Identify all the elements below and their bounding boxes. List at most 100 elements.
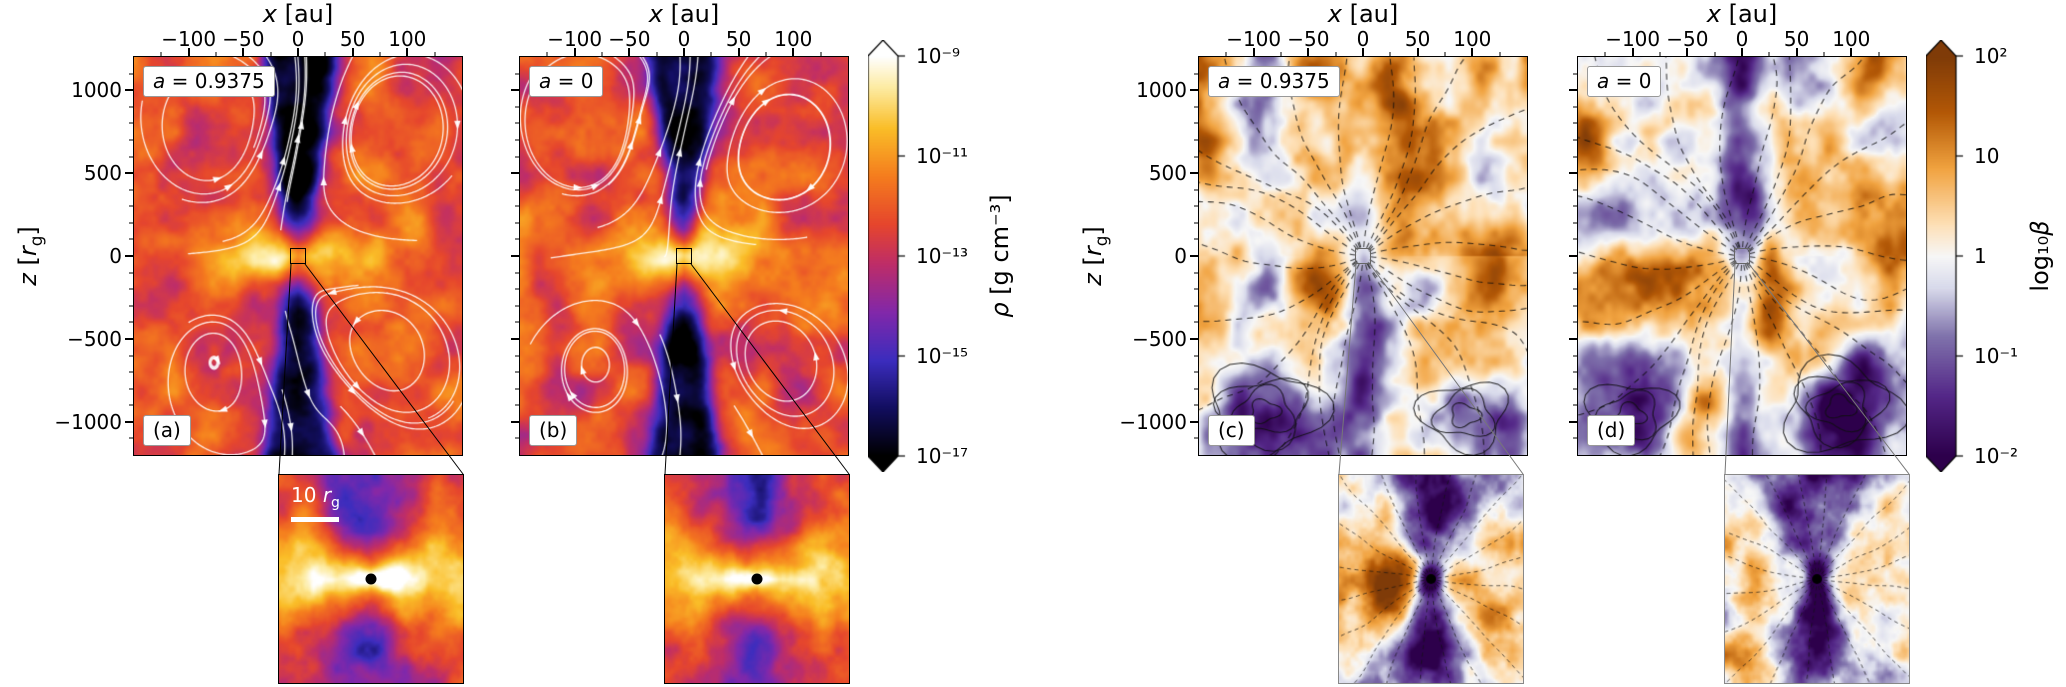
- x-minor-tick: [1823, 52, 1825, 56]
- z-minor-tick: [1573, 106, 1577, 108]
- x-minor-tick: [601, 52, 603, 56]
- panel-beta-c: x [au] z [rg] a = 0.9375 (c) −100 −50 0 50 1…: [1079, 0, 1528, 456]
- x-major-tick: [1686, 48, 1689, 56]
- z-minor-tick: [129, 288, 133, 290]
- z-minor-tick: [1573, 156, 1577, 157]
- z-minor-tick: [1194, 288, 1198, 290]
- z-minor-tick: [129, 189, 133, 191]
- z-tick-label: −1000: [1119, 409, 1187, 434]
- x-tick-label: 0: [1356, 27, 1370, 51]
- z-minor-tick: [1573, 305, 1577, 307]
- scale-bar-label: 10 rg: [291, 483, 340, 511]
- z-minor-tick: [1194, 139, 1198, 141]
- z-minor-tick: [1194, 73, 1198, 75]
- z-minor-tick: [1194, 272, 1198, 274]
- x-minor-tick: [1499, 52, 1501, 56]
- beta-colorbar: 10² 10 1 10⁻¹ 10⁻²: [1926, 40, 2046, 472]
- zoom-region-box: [290, 248, 306, 264]
- z-major-tick: [1569, 420, 1577, 423]
- x-axis-title: x [au]: [262, 0, 334, 28]
- x-tick-label: 100: [774, 27, 813, 51]
- z-minor-tick: [129, 139, 133, 141]
- x-major-tick: [1850, 48, 1853, 56]
- inset-beta-c: [1338, 474, 1524, 684]
- z-minor-tick: [1194, 305, 1198, 307]
- x-minor-tick: [215, 52, 217, 56]
- z-minor-tick: [129, 437, 133, 439]
- black-hole-dot: [751, 573, 763, 585]
- inset-density-b: [664, 474, 850, 684]
- z-minor-tick: [1194, 106, 1198, 108]
- scale-bar: [291, 517, 339, 522]
- x-major-tick: [406, 48, 409, 56]
- x-major-tick: [1362, 48, 1364, 56]
- x-major-tick: [1416, 48, 1419, 56]
- x-major-tick: [1631, 48, 1634, 56]
- x-tick-label: 0: [677, 27, 691, 51]
- z-minor-tick: [515, 305, 519, 307]
- z-major-tick: [125, 420, 133, 423]
- z-tick-label: 1000: [1136, 78, 1187, 103]
- z-tick-label: 0: [1174, 244, 1187, 268]
- z-major-tick: [125, 337, 133, 340]
- z-minor-tick: [1194, 404, 1198, 406]
- zoom-region-box: [1734, 248, 1750, 264]
- z-minor-tick: [129, 238, 133, 240]
- x-minor-tick: [1225, 52, 1227, 56]
- x-major-tick: [628, 48, 631, 56]
- z-minor-tick: [1194, 355, 1198, 356]
- z-minor-tick: [1573, 437, 1577, 439]
- x-minor-tick: [1444, 52, 1446, 56]
- black-hole-dot: [365, 573, 377, 585]
- z-minor-tick: [515, 288, 519, 290]
- x-minor-tick: [324, 52, 326, 56]
- z-minor-tick: [1573, 288, 1577, 290]
- x-major-tick: [737, 48, 740, 56]
- spin-annotation: a = 0.9375: [1208, 66, 1340, 97]
- z-minor-tick: [515, 205, 519, 207]
- z-minor-tick: [1573, 355, 1577, 356]
- colorbar-tick-label: 10: [1974, 144, 2000, 168]
- panel-tag: (b): [529, 415, 578, 446]
- z-major-tick: [125, 255, 133, 257]
- x-minor-tick: [160, 52, 162, 56]
- x-tick-label: −100: [1226, 27, 1282, 51]
- x-tick-label: 100: [388, 27, 427, 51]
- x-minor-tick: [1659, 52, 1661, 56]
- z-minor-tick: [129, 305, 133, 307]
- x-tick-label: −100: [1605, 27, 1661, 51]
- x-minor-tick: [1280, 52, 1282, 56]
- z-minor-tick: [129, 122, 133, 124]
- x-tick-label: 50: [1404, 27, 1431, 51]
- x-major-tick: [683, 48, 685, 56]
- x-tick-label: −100: [161, 27, 217, 51]
- inset-contours-c: [1339, 475, 1523, 683]
- x-tick-label: −50: [222, 27, 265, 51]
- z-tick-label: −1000: [54, 409, 122, 434]
- z-minor-tick: [515, 355, 519, 356]
- spin-annotation: a = 0: [529, 66, 604, 97]
- zoom-region-box: [676, 248, 692, 264]
- inset-beta-d: [1724, 474, 1910, 684]
- x-major-tick: [1795, 48, 1798, 56]
- panel-tag: (a): [143, 415, 191, 446]
- z-minor-tick: [1573, 222, 1577, 224]
- z-minor-tick: [515, 388, 519, 390]
- panel-density-a: x [au] z [rg] a = 0.9375 (a) −100 −50 0 50 1…: [14, 0, 463, 456]
- x-minor-tick: [546, 52, 548, 56]
- z-minor-tick: [1194, 205, 1198, 207]
- z-minor-tick: [129, 371, 133, 373]
- inset-density-a: 10 rg: [278, 474, 464, 684]
- z-minor-tick: [129, 355, 133, 356]
- x-tick-label: −50: [1666, 27, 1709, 51]
- z-minor-tick: [515, 222, 519, 224]
- x-minor-tick: [765, 52, 767, 56]
- z-minor-tick: [1573, 321, 1577, 323]
- z-minor-tick: [1194, 156, 1198, 157]
- x-tick-label: −100: [547, 27, 603, 51]
- z-minor-tick: [1573, 272, 1577, 274]
- panel-beta-d: x [au] a = 0 (d) −100 −50 0 50 100: [1569, 0, 1907, 456]
- panel-tag: (d): [1587, 415, 1636, 446]
- beta-colorbar-gradient: [1926, 40, 1966, 472]
